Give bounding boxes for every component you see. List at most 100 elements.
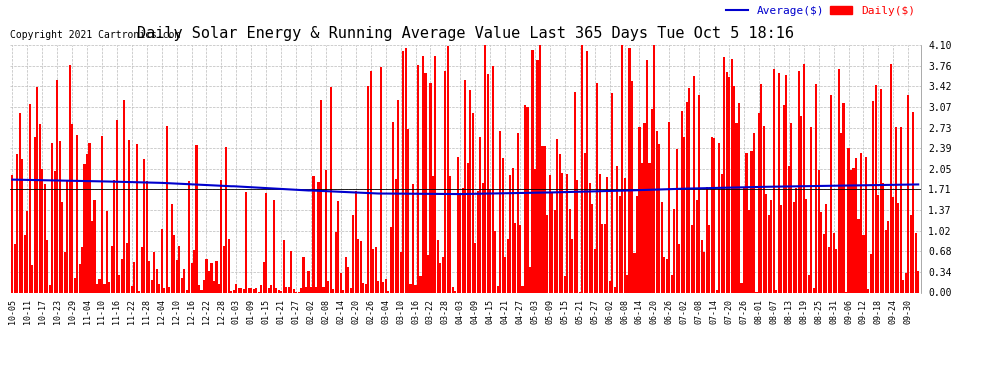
Bar bbox=[558, 153, 561, 292]
Bar bbox=[124, 100, 126, 292]
Bar bbox=[103, 284, 106, 292]
Bar bbox=[114, 180, 116, 292]
Bar bbox=[917, 272, 920, 292]
Bar bbox=[785, 75, 787, 292]
Bar bbox=[619, 195, 621, 292]
Bar bbox=[765, 195, 767, 292]
Bar bbox=[325, 170, 327, 292]
Bar bbox=[783, 105, 785, 292]
Bar bbox=[68, 65, 70, 292]
Bar bbox=[641, 163, 644, 292]
Bar bbox=[701, 240, 703, 292]
Bar bbox=[726, 72, 728, 292]
Bar bbox=[813, 288, 815, 292]
Bar bbox=[16, 154, 19, 292]
Bar bbox=[895, 127, 897, 292]
Bar bbox=[218, 284, 220, 292]
Bar bbox=[798, 71, 800, 292]
Text: Copyright 2021 Cartronics.com: Copyright 2021 Cartronics.com bbox=[10, 30, 180, 39]
Bar bbox=[27, 211, 29, 292]
Bar bbox=[73, 278, 75, 292]
Bar bbox=[387, 291, 389, 292]
Bar bbox=[49, 285, 50, 292]
Bar bbox=[47, 240, 49, 292]
Bar bbox=[644, 123, 645, 292]
Bar bbox=[539, 45, 541, 292]
Bar bbox=[160, 229, 162, 292]
Bar bbox=[563, 276, 566, 292]
Bar bbox=[213, 281, 215, 292]
Bar bbox=[44, 184, 46, 292]
Bar bbox=[83, 164, 85, 292]
Bar bbox=[267, 288, 269, 292]
Bar bbox=[29, 104, 31, 292]
Bar bbox=[262, 262, 264, 292]
Bar bbox=[19, 112, 21, 292]
Bar bbox=[850, 170, 852, 292]
Bar bbox=[101, 136, 103, 292]
Bar bbox=[840, 133, 842, 292]
Bar bbox=[277, 290, 280, 292]
Bar bbox=[270, 285, 272, 292]
Bar bbox=[753, 133, 755, 292]
Bar bbox=[241, 288, 243, 292]
Bar bbox=[596, 83, 598, 292]
Bar bbox=[750, 152, 752, 292]
Bar bbox=[556, 139, 558, 292]
Bar bbox=[589, 183, 591, 292]
Bar bbox=[474, 243, 476, 292]
Bar bbox=[723, 57, 725, 292]
Bar bbox=[42, 170, 44, 292]
Bar bbox=[422, 56, 424, 292]
Bar bbox=[119, 275, 121, 292]
Bar bbox=[170, 204, 172, 292]
Bar bbox=[581, 45, 583, 292]
Bar bbox=[338, 201, 340, 292]
Bar bbox=[586, 51, 588, 292]
Bar bbox=[624, 178, 626, 292]
Bar bbox=[663, 257, 665, 292]
Bar bbox=[395, 179, 397, 292]
Bar bbox=[747, 210, 750, 292]
Bar bbox=[91, 221, 93, 292]
Bar bbox=[666, 259, 668, 292]
Bar bbox=[131, 286, 133, 292]
Bar bbox=[763, 126, 765, 292]
Bar bbox=[233, 290, 235, 292]
Bar bbox=[650, 109, 653, 292]
Bar bbox=[185, 290, 188, 292]
Bar bbox=[238, 288, 240, 292]
Bar bbox=[880, 89, 882, 292]
Bar bbox=[634, 253, 636, 292]
Bar bbox=[290, 251, 292, 292]
Bar bbox=[141, 248, 143, 292]
Bar bbox=[519, 225, 521, 292]
Bar bbox=[688, 88, 690, 292]
Bar bbox=[407, 129, 409, 292]
Bar bbox=[469, 90, 471, 292]
Bar bbox=[372, 249, 374, 292]
Bar bbox=[144, 159, 146, 292]
Bar bbox=[517, 133, 519, 292]
Bar bbox=[121, 260, 123, 292]
Bar bbox=[369, 70, 372, 292]
Bar bbox=[502, 158, 504, 292]
Bar bbox=[571, 239, 573, 292]
Bar bbox=[882, 183, 884, 292]
Bar bbox=[872, 101, 874, 292]
Bar bbox=[691, 225, 693, 292]
Bar bbox=[282, 240, 285, 292]
Bar bbox=[780, 205, 782, 292]
Bar bbox=[420, 276, 422, 292]
Bar bbox=[335, 232, 337, 292]
Bar bbox=[427, 255, 429, 292]
Bar bbox=[708, 225, 710, 292]
Bar bbox=[830, 95, 833, 292]
Bar bbox=[108, 282, 111, 292]
Bar bbox=[497, 286, 499, 292]
Bar bbox=[862, 234, 864, 292]
Bar bbox=[382, 282, 384, 292]
Bar bbox=[440, 263, 442, 292]
Bar bbox=[820, 212, 823, 292]
Bar bbox=[328, 281, 330, 292]
